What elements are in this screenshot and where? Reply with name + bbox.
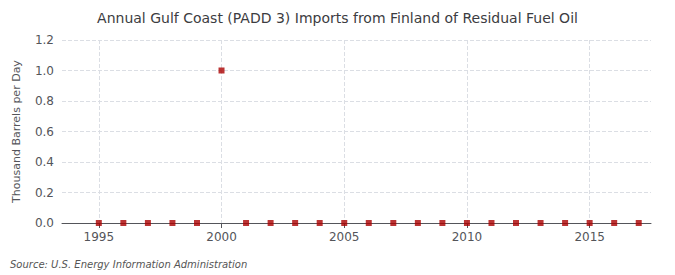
- svg-text:0.6: 0.6: [35, 125, 54, 139]
- svg-text:2000: 2000: [206, 230, 237, 244]
- svg-text:Annual Gulf Coast (PADD 3) Imp: Annual Gulf Coast (PADD 3) Imports from …: [97, 10, 578, 26]
- svg-text:1.2: 1.2: [35, 33, 54, 47]
- svg-text:Thousand Barrels per Day: Thousand Barrels per Day: [10, 60, 23, 204]
- svg-text:1.0: 1.0: [35, 64, 54, 78]
- svg-text:2015: 2015: [574, 230, 605, 244]
- svg-text:1995: 1995: [84, 230, 115, 244]
- svg-text:0.8: 0.8: [35, 94, 54, 108]
- svg-text:0.0: 0.0: [35, 216, 54, 230]
- svg-text:Source: U.S. Energy Informatio: Source: U.S. Energy Information Administ…: [10, 259, 247, 270]
- svg-text:0.2: 0.2: [35, 186, 54, 200]
- svg-text:2005: 2005: [329, 230, 360, 244]
- svg-text:2010: 2010: [452, 230, 483, 244]
- svg-text:0.4: 0.4: [35, 155, 54, 169]
